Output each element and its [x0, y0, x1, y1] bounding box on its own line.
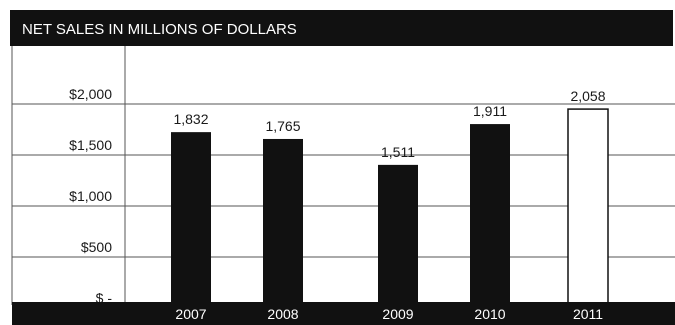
value-label-2008: 1,765 — [265, 118, 300, 134]
bar-2010 — [470, 124, 510, 304]
category-label-2007: 2007 — [175, 306, 206, 322]
y-tick-label: $500 — [81, 239, 112, 255]
category-label-2009: 2009 — [382, 306, 413, 322]
y-tick-label: $1,000 — [69, 188, 112, 204]
category-label-2011: 2011 — [573, 306, 603, 322]
value-label-2007: 1,832 — [173, 111, 208, 127]
category-band — [12, 302, 675, 325]
bar-2009 — [378, 164, 418, 304]
bar-2011 — [567, 108, 609, 305]
chart-title: NET SALES IN MILLIONS OF DOLLARS — [22, 21, 297, 38]
bar-2007 — [171, 132, 211, 304]
y-tick-label: $2,000 — [69, 86, 112, 102]
value-labels: 1,832 1,765 1,511 1,911 2,058 — [173, 88, 605, 160]
value-label-2010: 1,911 — [473, 103, 507, 119]
value-label-2011: 2,058 — [570, 88, 605, 104]
category-labels: 2007 2008 2009 2010 2011 — [175, 306, 603, 322]
bar-2008 — [263, 138, 303, 304]
title-band — [10, 10, 673, 46]
grid-lines — [12, 103, 675, 258]
y-tick-labels: $2,000$1,500$1,000$500$ - — [69, 86, 112, 306]
value-label-2009: 1,511 — [381, 144, 415, 160]
y-tick-label: $1,500 — [69, 137, 112, 153]
category-label-2008: 2008 — [267, 306, 298, 322]
bars — [171, 108, 609, 305]
category-label-2010: 2010 — [474, 306, 505, 322]
